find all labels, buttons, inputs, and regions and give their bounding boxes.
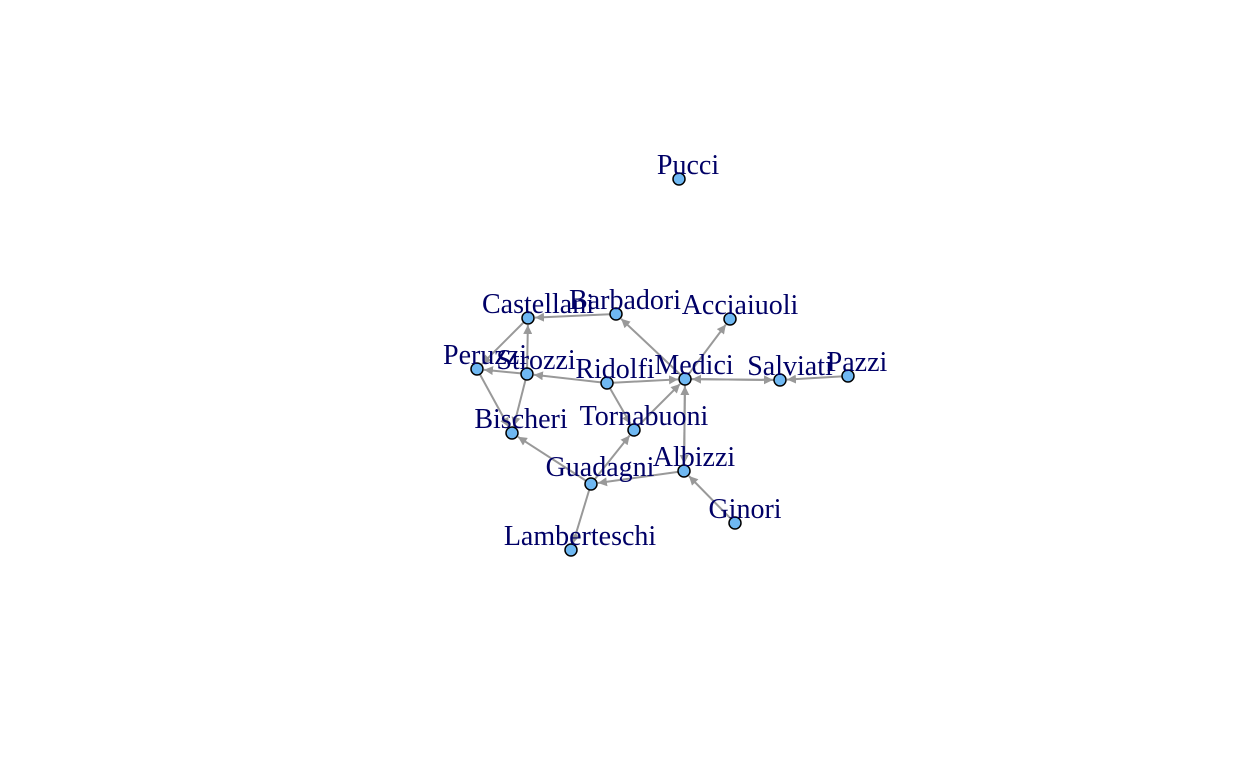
node-lamberteschi: [564, 543, 578, 557]
node-label-medici: Medici: [654, 350, 734, 381]
edge-peruzzi-to-bischeri: [479, 373, 510, 428]
edge-ridolfi-to-strozzi: [533, 371, 602, 384]
node-label-bischeri: Bischeri: [474, 404, 568, 435]
edge-ridolfi-to-tornabuoni: [609, 387, 632, 425]
node-label-tornabuoni: Tornabuoni: [580, 401, 709, 432]
node-albizzi: [677, 464, 691, 478]
edge-medici-to-acciaiuoli: [687, 324, 727, 375]
edge-ginori-to-albizzi: [688, 475, 732, 520]
edge-barbadori-to-castellani: [534, 312, 611, 322]
node-bischeri: [505, 426, 519, 440]
edge-guadagni-to-tornabuoni: [593, 434, 631, 480]
node-label-ridolfi: Ridolfi: [575, 354, 655, 385]
edge-strozzi-to-bischeri: [511, 379, 527, 427]
edge-albizzi-to-guadagni: [597, 470, 679, 487]
edge-strozzi-to-castellani: [523, 324, 533, 369]
node-ginori: [728, 516, 742, 530]
node-medici: [678, 372, 692, 386]
edge-pazzi-to-salviati: [786, 374, 843, 384]
node-label-acciaiuoli: Acciaiuoli: [682, 290, 799, 321]
node-acciaiuoli: [723, 312, 737, 326]
node-label-strozzi: Strozzi: [496, 345, 576, 376]
node-pazzi: [841, 369, 855, 383]
edge-medici-to-salviati: [690, 375, 774, 385]
node-castellani: [521, 311, 535, 325]
node-label-peruzzi: Peruzzi: [443, 340, 527, 371]
edge-castellani-to-peruzzi: [481, 321, 525, 365]
edge-strozzi-to-peruzzi: [483, 366, 522, 376]
edge-medici-to-barbadori: [620, 318, 682, 376]
edge-medici-to-albizzi: [679, 384, 689, 465]
node-pucci: [672, 172, 686, 186]
node-layer: [470, 172, 855, 557]
node-label-pucci: Pucci: [657, 150, 719, 181]
node-label-barbadori: Barbadori: [569, 285, 681, 316]
node-label-lamberteschi: Lamberteschi: [504, 521, 657, 552]
node-label-salviati: Salviati: [747, 351, 833, 382]
node-guadagni: [584, 477, 598, 491]
node-ridolfi: [600, 376, 614, 390]
edge-ridolfi-to-medici: [612, 375, 679, 385]
node-tornabuoni: [627, 423, 641, 437]
edge-layer: [479, 312, 843, 544]
node-label-castellani: Castellani: [482, 289, 594, 320]
node-label-albizzi: Albizzi: [653, 442, 736, 473]
node-label-ginori: Ginori: [708, 494, 781, 525]
edge-guadagni-to-bischeri: [517, 435, 587, 482]
edge-tornabuoni-to-medici: [637, 383, 681, 427]
node-salviati: [773, 373, 787, 387]
node-label-guadagni: Guadagni: [546, 452, 655, 483]
node-barbadori: [609, 307, 623, 321]
edge-guadagni-to-lamberteschi: [571, 489, 591, 544]
node-label-pazzi: Pazzi: [827, 347, 888, 378]
node-strozzi: [520, 367, 534, 381]
node-peruzzi: [470, 362, 484, 376]
